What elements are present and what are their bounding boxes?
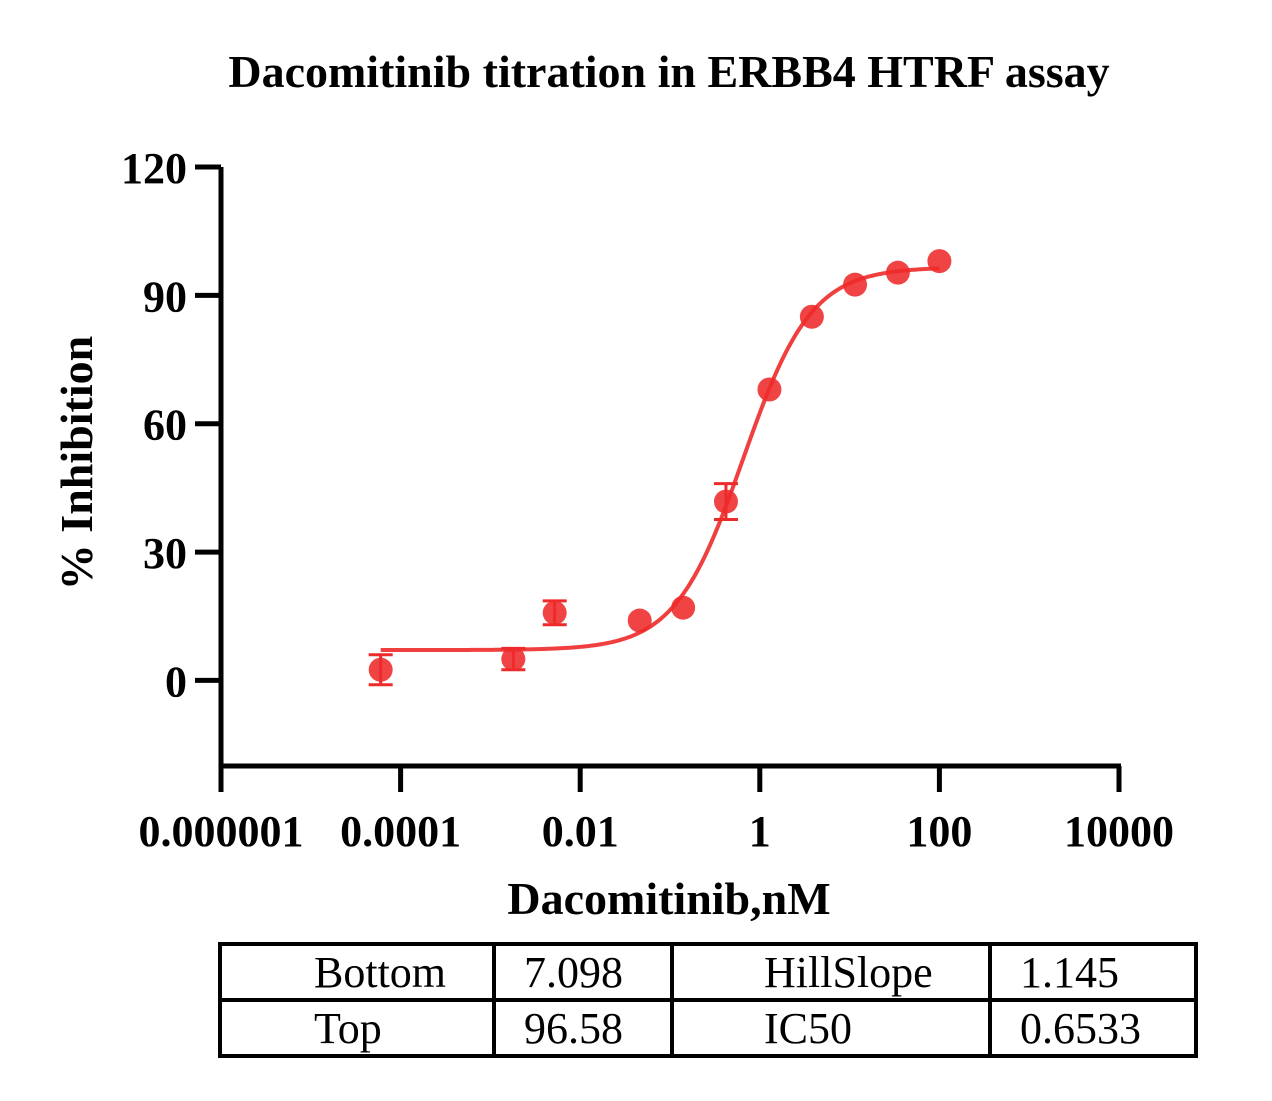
y-axis-label: % Inhibition — [51, 336, 102, 590]
x-tick-label: 100 — [906, 807, 972, 856]
y-tick-label: 30 — [143, 529, 187, 578]
y-tick-label: 0 — [165, 657, 187, 706]
param-name: Top — [218, 998, 496, 1058]
y-tick-label: 120 — [121, 144, 187, 193]
fit-parameters-table: Bottom 7.098 HillSlope 1.145 Top 96.58 I… — [218, 942, 1198, 1058]
x-axis-label: Dacomitinib,nM — [507, 873, 830, 924]
param-value: 96.58 — [492, 998, 674, 1058]
data-point — [885, 260, 910, 285]
table-row: Bottom 7.098 HillSlope 1.145 — [218, 942, 1198, 1002]
y-tick-label: 90 — [143, 272, 187, 321]
param-value: 1.145 — [988, 942, 1198, 1002]
param-name: HillSlope — [670, 942, 992, 1002]
data-point — [757, 377, 782, 402]
data-point — [542, 600, 567, 625]
chart-title: Dacomitinib titration in ERBB4 HTRF assa… — [228, 46, 1109, 97]
data-point — [713, 489, 738, 514]
axes: 0 30 60 90 120 0.000001 0.0001 0.01 1 100 10000 — [121, 144, 1174, 856]
param-value: 0.6533 — [988, 998, 1198, 1058]
fit-curve — [380, 266, 940, 653]
data-points — [368, 249, 952, 687]
param-name: IC50 — [670, 998, 992, 1058]
x-tick-label: 10000 — [1064, 807, 1174, 856]
data-point — [501, 647, 526, 672]
data-point — [799, 304, 824, 329]
param-value: 7.098 — [492, 942, 674, 1002]
dose-response-chart: Dacomitinib titration in ERBB4 HTRF assa… — [51, 46, 1174, 924]
data-point — [671, 595, 696, 620]
x-tick-label: 0.000001 — [139, 807, 304, 856]
x-tick-label: 1 — [749, 807, 771, 856]
data-point — [368, 657, 393, 682]
y-tick-label: 60 — [143, 401, 187, 450]
x-tick-label: 0.01 — [542, 807, 619, 856]
param-name: Bottom — [218, 942, 496, 1002]
data-point — [843, 272, 868, 297]
x-tick-label: 0.0001 — [340, 807, 461, 856]
table-row: Top 96.58 IC50 0.6533 — [218, 998, 1198, 1058]
data-point — [927, 249, 952, 274]
data-point — [627, 608, 652, 633]
